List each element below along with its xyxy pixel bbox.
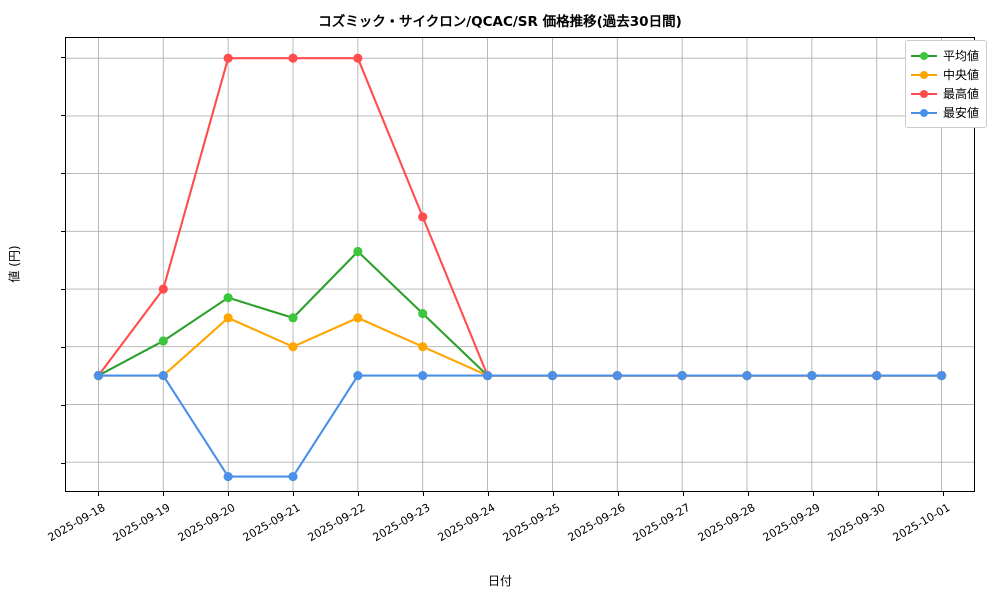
x-tick-label: 2025-09-24 <box>435 501 497 545</box>
x-tick-mark <box>552 492 554 496</box>
legend-item-label: 中央値 <box>942 68 979 82</box>
x-tick-mark <box>97 492 99 496</box>
x-tick-label: 2025-09-19 <box>110 501 172 545</box>
data-point-marker <box>288 471 298 482</box>
series-line <box>97 57 943 377</box>
x-tick-mark <box>747 492 749 496</box>
chart-legend: 平均値中央値最高値最安値 <box>904 40 987 128</box>
data-point-marker <box>547 371 558 381</box>
y-tick-mark <box>61 405 65 407</box>
data-point-marker <box>353 313 363 323</box>
y-axis-label: 値 (円) <box>7 245 22 283</box>
data-point-marker <box>353 371 363 381</box>
x-tick-label: 2025-09-18 <box>45 501 107 545</box>
data-point-marker <box>288 313 298 323</box>
data-point-marker <box>418 308 428 319</box>
data-point-marker <box>288 53 298 63</box>
y-tick-mark <box>61 347 65 349</box>
x-tick-mark <box>877 492 879 496</box>
legend-item[interactable]: 最高値 <box>910 84 979 103</box>
data-point-marker <box>872 371 882 381</box>
legend-swatch-icon <box>910 107 937 119</box>
data-point-marker <box>418 212 428 222</box>
legend-item[interactable]: 中央値 <box>910 65 979 84</box>
data-point-marker <box>418 342 428 352</box>
legend-swatch-icon <box>910 50 937 62</box>
x-tick-label: 2025-09-30 <box>825 501 887 545</box>
x-tick-mark <box>487 492 489 496</box>
x-tick-label: 2025-09-28 <box>695 501 757 545</box>
data-point-marker <box>223 313 233 323</box>
legend-item-label: 最安値 <box>942 106 979 120</box>
x-tick-label: 2025-09-20 <box>175 501 237 545</box>
x-tick-label: 2025-09-29 <box>760 501 822 545</box>
data-point-marker <box>158 336 168 346</box>
data-point-marker <box>936 371 947 381</box>
y-tick-mark <box>61 231 65 233</box>
gridlines <box>66 38 974 491</box>
x-tick-label: 2025-09-23 <box>370 501 432 545</box>
x-tick-mark <box>227 492 229 496</box>
x-tick-mark <box>812 492 814 496</box>
x-tick-label: 2025-09-22 <box>305 501 367 545</box>
x-tick-mark <box>942 492 944 496</box>
x-tick-mark <box>422 492 424 496</box>
data-point-marker <box>418 371 428 381</box>
y-tick-mark <box>61 115 65 117</box>
data-point-marker <box>158 284 168 294</box>
data-point-marker <box>93 371 104 381</box>
data-point-marker <box>223 53 233 63</box>
x-tick-mark <box>617 492 619 496</box>
data-point-marker <box>353 246 363 257</box>
y-tick-mark <box>61 57 65 59</box>
x-axis-label: 日付 <box>487 574 512 588</box>
data-series-layer <box>93 53 947 482</box>
legend-swatch-icon <box>910 69 937 81</box>
x-tick-label: 2025-09-26 <box>565 501 627 545</box>
plot-area <box>65 37 975 492</box>
data-point-marker <box>223 293 233 303</box>
series-line <box>97 374 943 478</box>
data-point-marker <box>612 371 622 381</box>
x-tick-mark <box>682 492 684 496</box>
data-point-marker <box>482 371 493 381</box>
series-line <box>97 250 943 377</box>
data-point-marker <box>288 342 298 352</box>
x-tick-mark <box>292 492 294 496</box>
data-point-marker <box>353 53 363 63</box>
series-line <box>97 316 943 377</box>
data-point-marker <box>807 371 817 381</box>
legend-swatch-icon <box>910 88 937 100</box>
legend-item[interactable]: 平均値 <box>910 46 979 65</box>
x-tick-label: 2025-09-21 <box>240 501 302 545</box>
legend-item-label: 最高値 <box>942 87 979 101</box>
x-tick-mark <box>357 492 359 496</box>
data-point-marker <box>158 371 168 381</box>
x-tick-label: 2025-09-27 <box>630 501 692 545</box>
y-tick-mark <box>61 463 65 465</box>
legend-item[interactable]: 最安値 <box>910 103 979 122</box>
data-point-marker <box>742 371 752 381</box>
legend-item-label: 平均値 <box>942 49 979 63</box>
x-tick-mark <box>162 492 164 496</box>
data-point-marker <box>223 471 233 482</box>
x-tick-label: 2025-09-25 <box>500 501 562 545</box>
x-tick-label: 2025-10-01 <box>890 501 952 545</box>
y-tick-mark <box>61 289 65 291</box>
chart-title: コズミック・サイクロン/QCAC/SR 価格推移(過去30日間) <box>318 14 682 30</box>
data-point-marker <box>677 371 687 381</box>
y-tick-mark <box>61 173 65 175</box>
